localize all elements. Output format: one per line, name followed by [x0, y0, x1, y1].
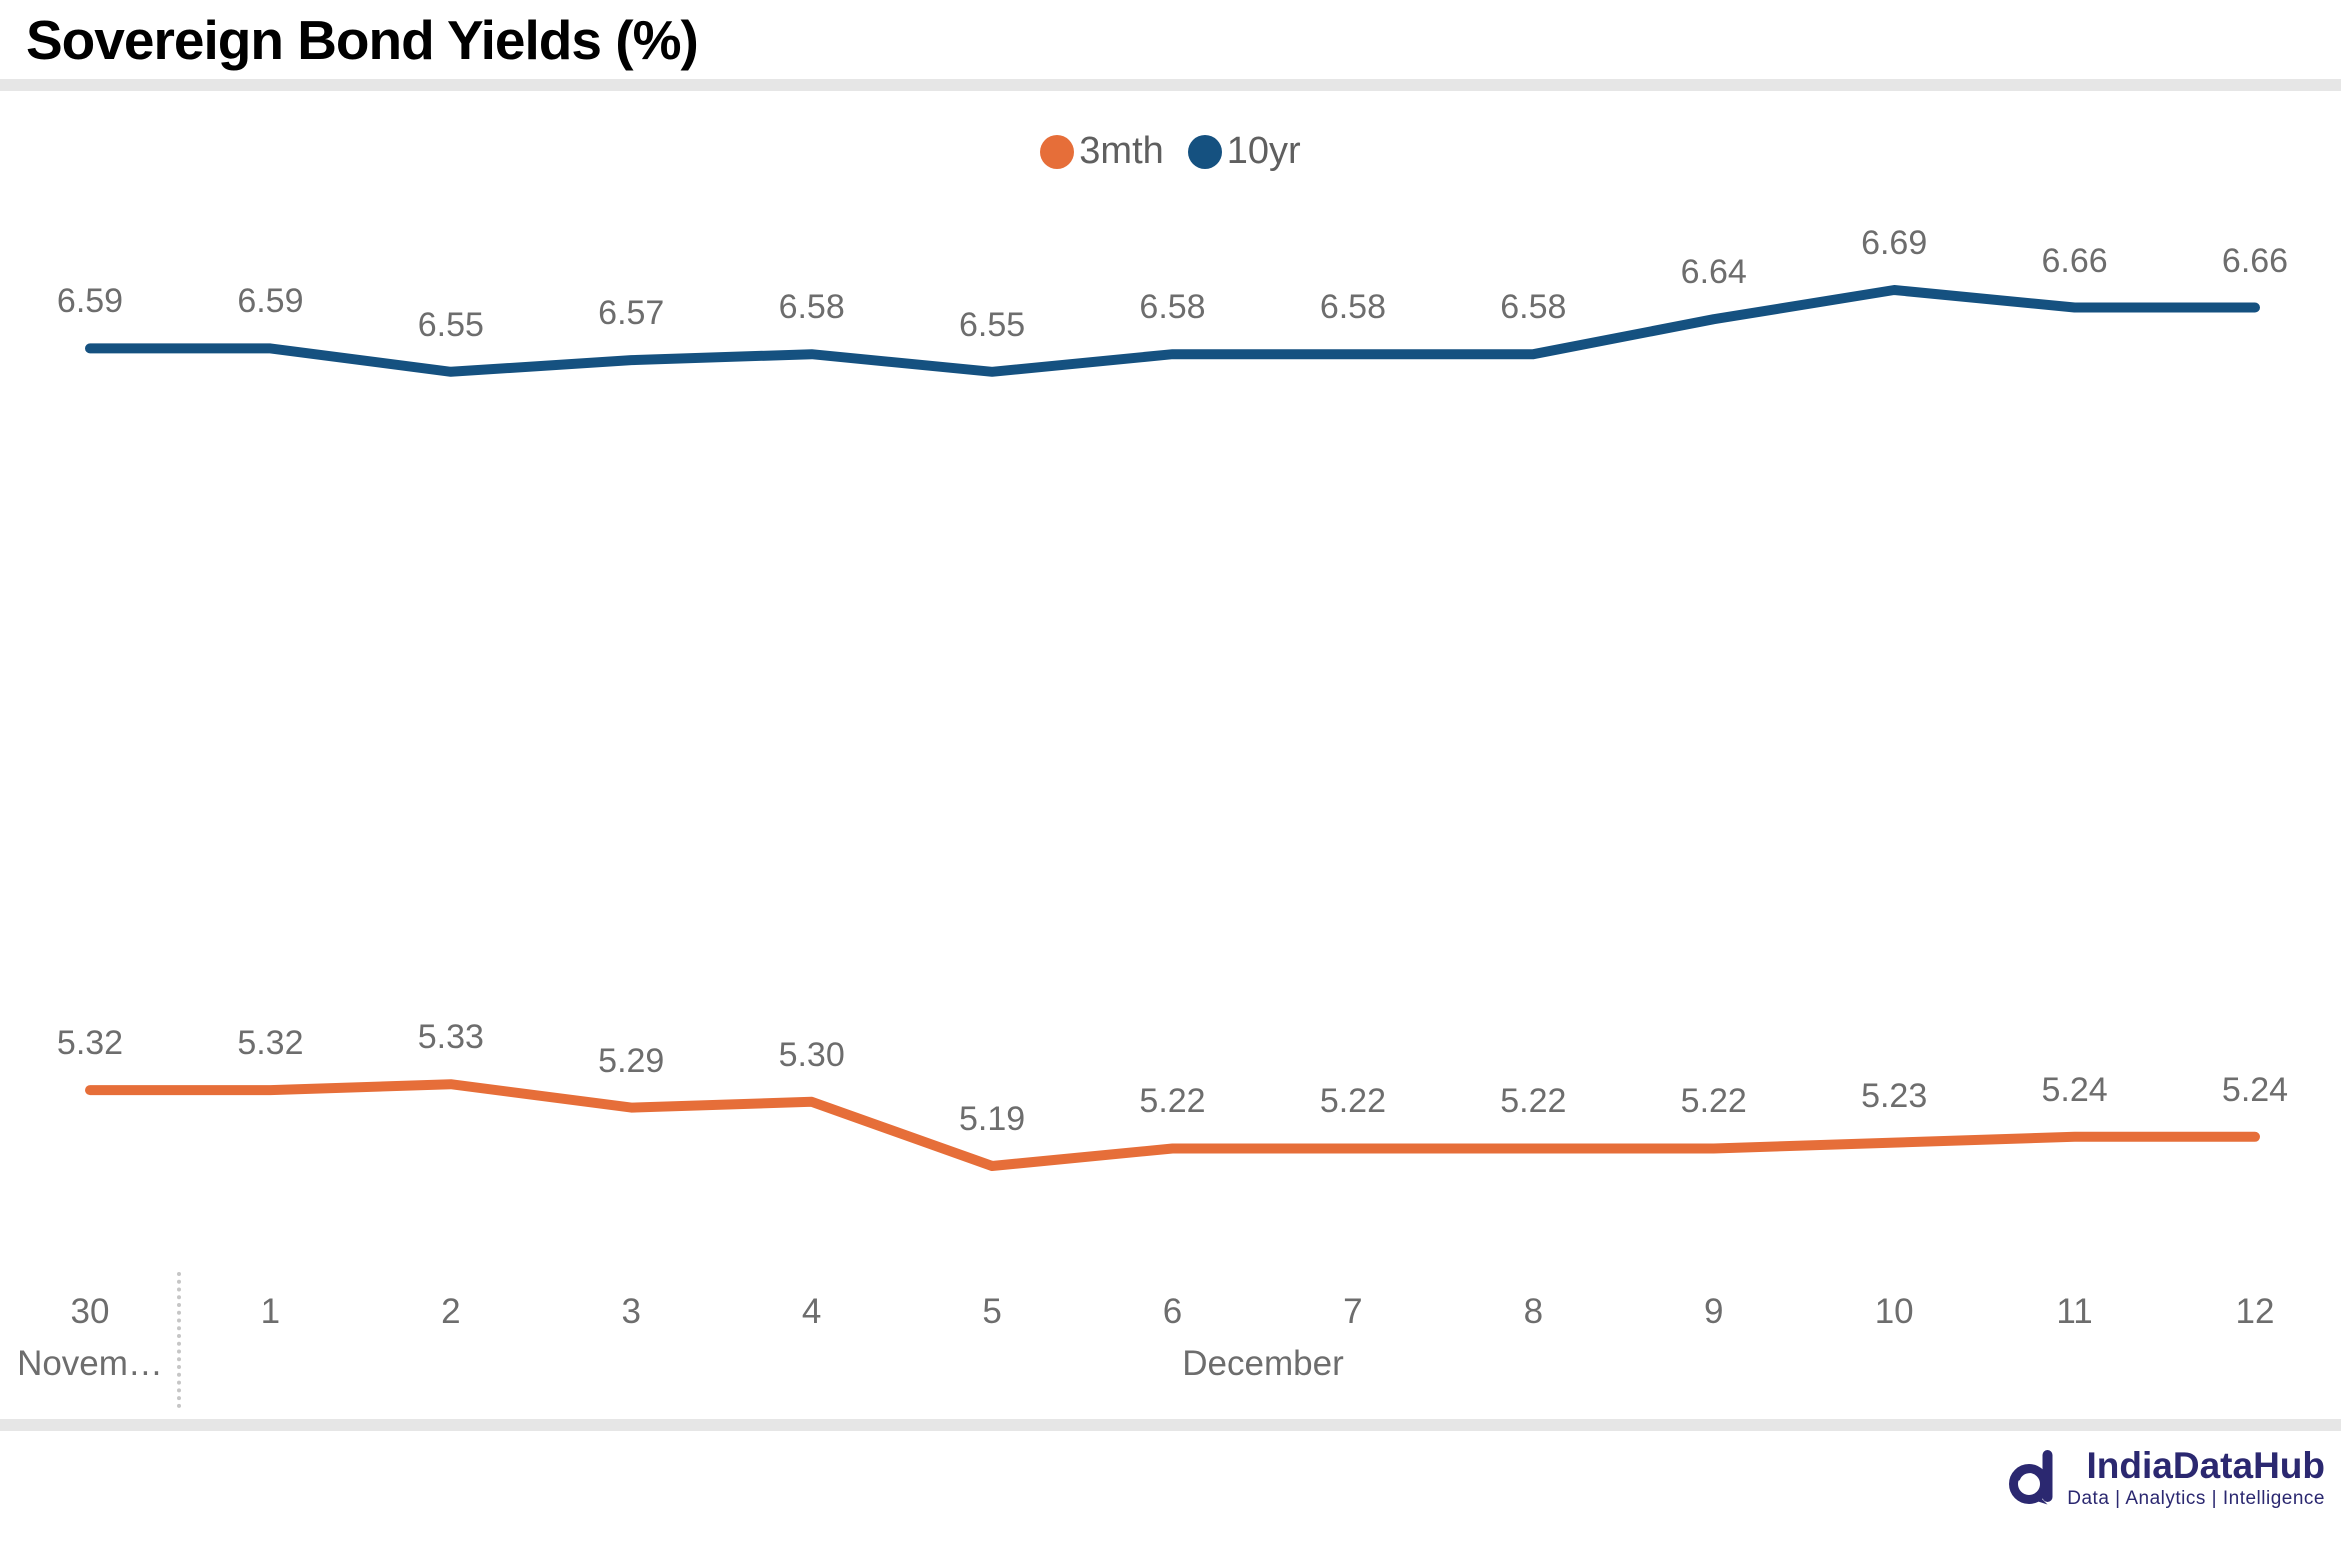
data-label-10yr: 6.55: [958, 305, 1026, 344]
data-label-3mth: 5.22: [1319, 1082, 1386, 1121]
top-divider-bar: [0, 79, 2341, 91]
series-line-10yr[interactable]: [85, 285, 2260, 377]
x-axis-tick: 3: [621, 1292, 641, 1331]
bottom-divider-bar: [0, 1419, 2341, 1431]
x-axis-tick: 11: [2056, 1292, 2093, 1331]
month-separator-dotted-line: [177, 1272, 181, 1408]
logo-wordmark: IndiaDataHub: [2086, 1445, 2325, 1486]
x-axis-month-december: December: [1182, 1344, 1344, 1383]
data-label-3mth: 5.30: [778, 1035, 845, 1074]
x-axis-tick: 9: [1704, 1292, 1724, 1331]
legend-label-10yr: 10yr: [1226, 130, 1301, 172]
data-label-10yr: 6.58: [1139, 288, 1206, 327]
data-label-3mth: 5.19: [958, 1100, 1026, 1138]
indiadatahub-logo-icon: [2009, 1449, 2053, 1505]
data-label-10yr: 6.58: [778, 288, 845, 327]
data-label-10yr: 6.66: [2041, 241, 2108, 280]
x-axis-tick: 10: [1874, 1292, 1914, 1331]
data-label-3mth: 5.33: [417, 1018, 484, 1057]
chart-legend: 3mth 10yr: [0, 130, 2341, 173]
x-axis-tick: 2: [441, 1292, 461, 1331]
data-label-3mth: 5.22: [1139, 1082, 1206, 1121]
x-axis-tick: 4: [801, 1292, 822, 1331]
data-label-10yr: 6.64: [1680, 253, 1747, 292]
legend-dot-10yr: [1187, 134, 1222, 169]
indiadatahub-logo: IndiaDataHub Data | Analytics | Intellig…: [2009, 1445, 2325, 1509]
data-label-3mth: 5.29: [598, 1041, 665, 1080]
data-label-3mth: 5.24: [2041, 1070, 2108, 1109]
data-label-3mth: 5.22: [1680, 1082, 1747, 1121]
x-axis-tick: 12: [2235, 1292, 2275, 1331]
logo-tagline: Data | Analytics | Intelligence: [2067, 1487, 2325, 1509]
data-label-3mth: 5.32: [56, 1024, 124, 1063]
page-title: Sovereign Bond Yields (%): [26, 9, 699, 71]
x-axis-tick: 8: [1523, 1292, 1544, 1331]
data-label-10yr: 6.58: [1319, 288, 1386, 327]
x-axis-tick: 1: [260, 1292, 281, 1331]
x-axis-tick: 7: [1343, 1292, 1363, 1331]
data-label-10yr: 6.55: [417, 305, 484, 344]
series-line-3mth[interactable]: [85, 1079, 2260, 1171]
x-axis-tick: 30: [70, 1292, 110, 1331]
x-axis-tick: 6: [1162, 1292, 1183, 1331]
data-label-3mth: 5.23: [1861, 1076, 1928, 1115]
data-label-10yr: 6.66: [2221, 241, 2289, 280]
data-label-10yr: 6.69: [1861, 224, 1928, 262]
data-label-3mth: 5.32: [237, 1024, 304, 1063]
legend-item-10yr[interactable]: 10yr: [1187, 130, 1301, 173]
x-axis-tick: 5: [982, 1292, 1002, 1331]
logo-text-block: IndiaDataHub Data | Analytics | Intellig…: [2067, 1445, 2325, 1509]
data-label-10yr: 6.59: [237, 282, 304, 321]
data-label-3mth: 5.22: [1500, 1082, 1567, 1121]
legend-item-3mth[interactable]: 3mth: [1040, 130, 1164, 173]
x-axis-month-november: Novem…: [17, 1344, 163, 1383]
legend-dot-3mth: [1040, 134, 1075, 169]
data-label-3mth: 5.24: [2221, 1070, 2289, 1109]
data-label-10yr: 6.58: [1500, 288, 1567, 327]
legend-label-3mth: 3mth: [1079, 130, 1164, 172]
data-label-10yr: 6.57: [598, 294, 665, 333]
data-label-10yr: 6.59: [56, 282, 124, 321]
